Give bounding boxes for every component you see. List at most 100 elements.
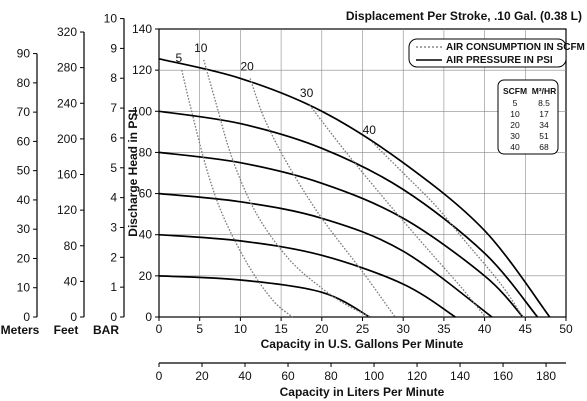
legend: AIR CONSUMPTION IN SCFM AIR PRESSURE IN … [408,38,585,68]
x-tick-label-5: 5 [196,322,203,336]
table-scfm-20: 20 [510,120,520,130]
bar-tick-label-9: 9 [110,41,117,55]
x-tick-label-50: 50 [559,322,573,336]
air-consumption-label-10: 10 [194,41,208,55]
air-pressure-curve-0 [158,57,551,318]
x-tick-label-45: 45 [519,322,533,336]
y-tick-label-0: 0 [145,310,152,324]
table-scfm-10: 10 [510,109,520,119]
chart-title: Displacement Per Stroke, .10 Gal. (0.38 … [346,9,582,23]
liters-tick-label-60: 60 [281,369,295,383]
air-pressure-curve-2 [158,151,524,318]
table-m3hr-10: 17 [539,109,549,119]
air-pressure-curve-3 [158,192,493,318]
bar-tick-label-3: 3 [110,220,117,234]
bar-tick-label-6: 6 [110,131,117,145]
y-tick-label-140: 140 [132,22,152,36]
table-head-scfm: SCFM [503,86,527,96]
feet-tick-label-40: 40 [64,274,78,288]
y-tick-label-40: 40 [139,228,153,242]
air-consumption-label-30: 30 [300,86,314,100]
bar-tick-label-5: 5 [110,161,117,175]
x-tick-label-10: 10 [234,322,248,336]
air-pressure-curve-1 [158,110,539,318]
table-scfm-40: 40 [510,142,520,152]
liters-tick-label-120: 120 [407,369,427,383]
liters-tick-label-80: 80 [324,369,338,383]
y-tick-label-80: 80 [139,145,153,159]
y-tick-label-60: 60 [139,187,153,201]
grid [159,29,566,317]
x-tick-label-25: 25 [356,322,370,336]
air-pressure-curve-4 [158,233,456,318]
legend-box [408,38,567,68]
x-tick-label-30: 30 [397,322,411,336]
bar-tick-label-1: 1 [110,280,117,294]
feet-tick-label-0: 0 [70,310,77,324]
feet-tick-label-320: 320 [57,25,77,39]
meters-tick-label-80: 80 [17,76,31,90]
table-m3hr-40: 68 [539,142,549,152]
meters-tick-label-30: 30 [17,222,31,236]
x-tick-label-15: 15 [274,322,288,336]
x-tick-label-0: 0 [156,322,163,336]
air-consumption-label-40: 40 [363,123,377,137]
bar-tick-label-2: 2 [110,250,117,264]
y-axis-label: Discharge Head in PSI [126,109,140,236]
x-tick-label-35: 35 [437,322,451,336]
feet-tick-label-280: 280 [57,61,77,75]
bar-tick-label-10: 10 [104,12,118,26]
meters-tick-label-20: 20 [17,251,31,265]
meters-tick-label-90: 90 [17,47,31,61]
air-consumption-curve-40 [371,141,524,318]
liters-axis: 0 20 40 60 80 100 120 140 160 180 [156,362,566,383]
table-scfm-30: 30 [510,131,520,141]
meters-tick-label-40: 40 [17,193,31,207]
legend-item-air-pressure: AIR PRESSURE IN PSI [446,55,553,66]
meters-tick-label-70: 70 [17,105,31,119]
left-axes-group: 0102030405060708090Meters040801201602002… [1,12,125,337]
feet-tick-label-200: 200 [57,132,77,146]
x-axis-label: Capacity in U.S. Gallons Per Minute [261,337,464,351]
conversion-table: SCFM M³/HR 5 8.5 10 17 20 34 30 51 40 68 [497,79,559,155]
liters-tick-label-0: 0 [156,369,163,383]
feet-axis-title: Feet [54,323,79,337]
liters-tick-label-140: 140 [450,369,470,383]
y-tick-label-20: 20 [139,269,153,283]
liters-tick-label-20: 20 [195,369,209,383]
feet-tick-label-240: 240 [57,96,77,110]
legend-item-air-consumption: AIR CONSUMPTION IN SCFM [446,42,585,53]
table-m3hr-30: 51 [539,131,549,141]
air-consumption-curve-20 [249,78,396,318]
table-m3hr-20: 34 [539,120,549,130]
table-m3hr-5: 8.5 [538,98,550,108]
feet-tick-label-160: 160 [57,168,77,182]
air-consumption-label-20: 20 [240,59,254,73]
feet-tick-label-120: 120 [57,203,77,217]
liters-tick-label-40: 40 [238,369,252,383]
air-consumption-curve-10 [203,59,371,318]
liters-tick-label-160: 160 [493,369,513,383]
bar-axis-title: BAR [93,323,119,337]
bar-tick-label-8: 8 [110,71,117,85]
conversion-table-box [497,79,559,155]
air-consumption-curve-30 [309,104,486,318]
liters-tick-label-180: 180 [536,369,556,383]
table-scfm-5: 5 [513,98,518,108]
air-pressure-curve-5 [158,275,371,318]
air-consumption-curve-5 [181,69,293,318]
y-tick-label-100: 100 [132,104,152,118]
bar-tick-label-0: 0 [110,310,117,324]
table-head-m3hr: M³/HR [532,86,557,96]
x2-axis-label: Capacity in Liters Per Minute [280,385,445,399]
feet-tick-label-80: 80 [64,239,78,253]
x-tick-label-40: 40 [478,322,492,336]
meters-tick-label-0: 0 [23,310,30,324]
bar-tick-label-4: 4 [110,191,117,205]
x-tick-label-20: 20 [315,322,329,336]
meters-tick-label-60: 60 [17,134,31,148]
meters-tick-label-50: 50 [17,164,31,178]
